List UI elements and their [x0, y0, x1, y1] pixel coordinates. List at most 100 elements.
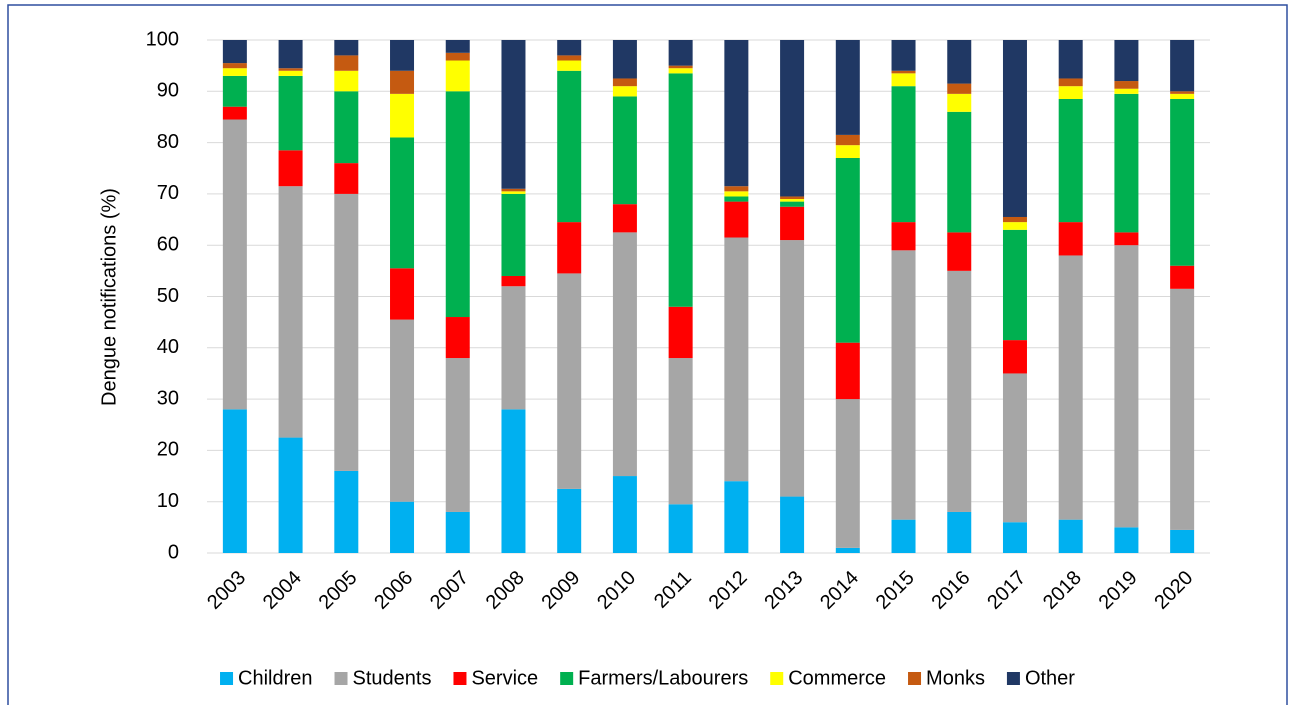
bar-segment [222, 106, 247, 120]
bar-segment [835, 342, 860, 400]
bar-segment [612, 40, 637, 79]
bar-segment [501, 409, 526, 553]
bar-segment [612, 96, 637, 205]
x-tick-label: 2005 [315, 567, 362, 614]
bar-segment [222, 75, 247, 107]
bar-segment [445, 52, 470, 61]
bar-segment [947, 270, 972, 512]
bar-segment [835, 145, 860, 158]
bar-segment [557, 70, 582, 223]
bar-segment [612, 86, 637, 97]
bar-segment [724, 481, 749, 553]
bar-segment [835, 157, 860, 343]
bar-segment [947, 111, 972, 233]
legend-label: Service [471, 667, 538, 689]
bar-segment [390, 268, 415, 320]
x-tick-label: 2018 [1039, 567, 1086, 614]
bar-segment [612, 204, 637, 233]
x-tick-label: 2013 [760, 567, 807, 614]
bar-segment [891, 250, 916, 520]
bar-segment [668, 40, 693, 66]
bar-segment [780, 496, 805, 553]
bar-segment [501, 193, 526, 276]
bar-segment [334, 40, 359, 56]
y-tick-label: 10 [157, 490, 179, 512]
legend-label: Students [353, 667, 432, 689]
bar-segment [1170, 98, 1195, 266]
bar-segment [1058, 78, 1083, 87]
bar-segment [557, 40, 582, 56]
bar-segment [724, 196, 749, 202]
bar-segment [278, 75, 303, 151]
x-tick-label: 2008 [482, 567, 529, 614]
bar-segment [891, 519, 916, 553]
bar-segment [947, 93, 972, 112]
bar-segment [891, 73, 916, 87]
bar-segment [724, 186, 749, 192]
bar-segment [278, 186, 303, 438]
y-tick-label: 0 [168, 541, 179, 563]
bar-segment [222, 68, 247, 76]
bar-segment [612, 232, 637, 477]
bar-segment [278, 150, 303, 187]
bar-segment [1058, 222, 1083, 256]
bar-segment [557, 222, 582, 274]
bar-segment [1114, 93, 1139, 233]
bar-segment [278, 70, 303, 76]
bar-segment [1170, 529, 1195, 553]
x-tick-label: 2020 [1150, 567, 1197, 614]
bar-segment [1170, 288, 1195, 530]
bar-segment [1058, 98, 1083, 223]
y-tick-label: 50 [157, 285, 179, 307]
bar-segment [1058, 86, 1083, 99]
y-tick-label: 40 [157, 336, 179, 358]
bar-segment [557, 488, 582, 553]
bar-segment [947, 40, 972, 84]
bar-segment [780, 201, 805, 207]
y-tick-label: 70 [157, 182, 179, 204]
bar-segment [334, 470, 359, 553]
frame [7, 4, 1288, 705]
bar-segment [724, 40, 749, 187]
y-tick-label: 80 [157, 131, 179, 153]
bar-segment [780, 240, 805, 497]
bar-segment [668, 68, 693, 74]
bar-segment [1170, 91, 1195, 94]
bar-segment [222, 409, 247, 553]
bar-segment [557, 273, 582, 489]
x-tick-label: 2016 [927, 567, 974, 614]
bar-segment [891, 40, 916, 71]
bar-segment [668, 358, 693, 505]
x-tick-label: 2009 [537, 567, 584, 614]
x-tick-label: 2010 [593, 567, 640, 614]
legend-swatch [453, 672, 467, 685]
bar-segment [947, 232, 972, 271]
bar-segment [668, 65, 693, 69]
bar-segment [334, 193, 359, 471]
bar-segment [668, 504, 693, 553]
bar-segment [1002, 40, 1027, 217]
bar-segment [501, 188, 526, 192]
x-tick-label: 2004 [259, 567, 306, 614]
legend-swatch [220, 672, 234, 685]
x-tick-label: 2011 [650, 567, 696, 613]
bar-segment [1170, 93, 1195, 99]
bar-segment [835, 40, 860, 135]
bar-segment [222, 119, 247, 410]
bar-segment [780, 206, 805, 241]
bar-segment [334, 163, 359, 194]
bar-segment [947, 83, 972, 94]
legend-label: Commerce [788, 667, 886, 689]
bar-segment [891, 70, 916, 74]
bar-segment [1002, 229, 1027, 341]
bar-segment [1058, 255, 1083, 520]
bar-segment [1114, 81, 1139, 89]
bar-segment [891, 222, 916, 251]
legend-label: Farmers/Labourers [578, 667, 748, 689]
x-tick-label: 2015 [872, 567, 919, 614]
y-tick-label: 30 [157, 387, 179, 409]
x-tick-label: 2012 [705, 567, 752, 614]
bar-segment [557, 60, 582, 71]
bar-segment [557, 55, 582, 61]
